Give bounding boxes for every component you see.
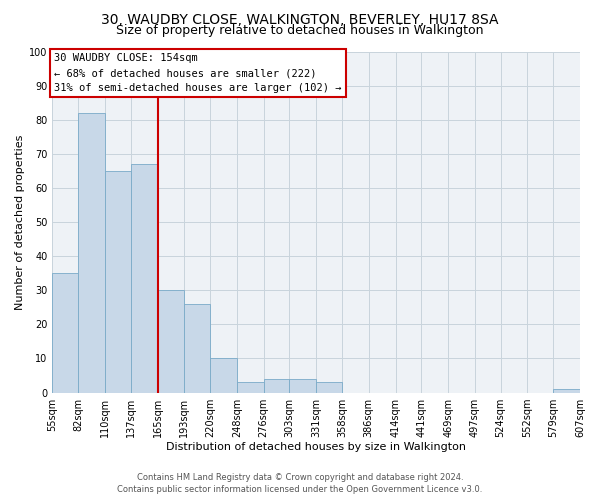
Bar <box>263 379 289 392</box>
Bar <box>158 290 184 392</box>
Text: 30, WAUDBY CLOSE, WALKINGTON, BEVERLEY, HU17 8SA: 30, WAUDBY CLOSE, WALKINGTON, BEVERLEY, … <box>101 12 499 26</box>
Text: Contains HM Land Registry data © Crown copyright and database right 2024.
Contai: Contains HM Land Registry data © Crown c… <box>118 472 482 494</box>
Bar <box>131 164 158 392</box>
Bar <box>289 379 316 392</box>
Bar <box>105 171 131 392</box>
Y-axis label: Number of detached properties: Number of detached properties <box>15 134 25 310</box>
X-axis label: Distribution of detached houses by size in Walkington: Distribution of detached houses by size … <box>166 442 466 452</box>
Bar <box>210 358 237 392</box>
Bar <box>184 304 210 392</box>
Text: 30 WAUDBY CLOSE: 154sqm
← 68% of detached houses are smaller (222)
31% of semi-d: 30 WAUDBY CLOSE: 154sqm ← 68% of detache… <box>55 53 342 93</box>
Bar <box>52 273 78 392</box>
Text: Size of property relative to detached houses in Walkington: Size of property relative to detached ho… <box>116 24 484 37</box>
Bar <box>78 113 105 392</box>
Bar <box>237 382 263 392</box>
Bar <box>316 382 342 392</box>
Bar <box>553 389 580 392</box>
